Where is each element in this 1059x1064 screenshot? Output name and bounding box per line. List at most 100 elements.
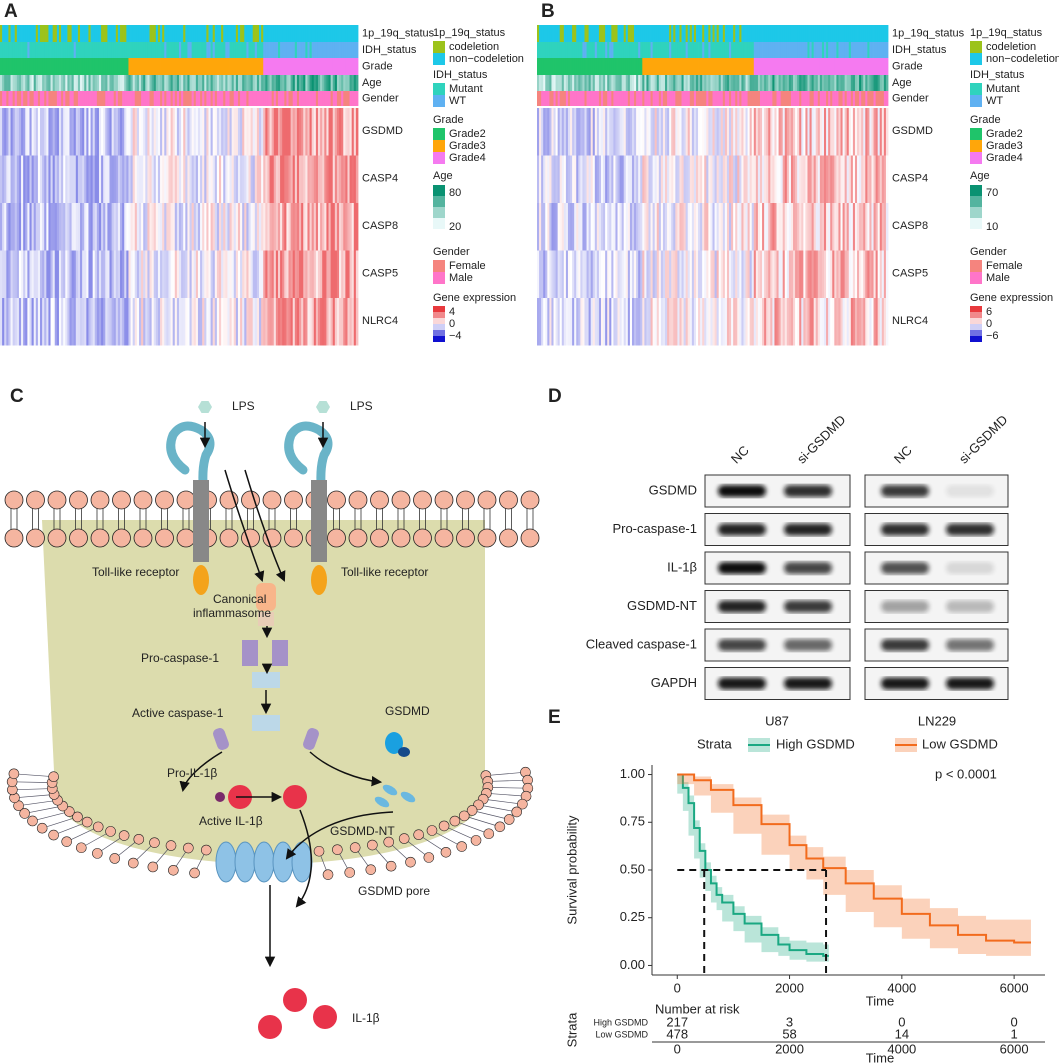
heatmap-cell xyxy=(10,298,14,346)
heatmap-cell xyxy=(347,108,350,156)
legend-swatch xyxy=(970,260,982,272)
annotation-cell xyxy=(774,25,777,42)
heatmap-cell xyxy=(567,155,571,203)
heatmap-cell xyxy=(646,203,649,251)
annotation-cell xyxy=(807,25,810,42)
heatmap-cell xyxy=(336,203,340,251)
annotation-cell xyxy=(648,58,651,75)
legend-swatch xyxy=(433,196,445,207)
annotation-cell xyxy=(130,25,134,42)
annotation-cell xyxy=(141,91,144,106)
legend-swatch xyxy=(433,207,445,218)
heatmap-cell xyxy=(252,108,256,156)
heatmap-cell xyxy=(117,155,121,203)
annotation-cell xyxy=(869,58,872,75)
annotation-cell xyxy=(166,25,169,42)
annotation-cell xyxy=(143,91,146,106)
annotation-cell xyxy=(267,58,270,75)
heatmap-cell xyxy=(551,203,554,251)
annotation-cell xyxy=(605,25,608,42)
heatmap-cell xyxy=(290,250,294,298)
annotation-cell xyxy=(242,58,245,75)
annotation-cell xyxy=(662,58,666,75)
annotation-cell xyxy=(294,42,298,58)
annotation-cell xyxy=(603,75,606,91)
annotation-cell xyxy=(592,42,596,58)
lipid-head xyxy=(262,490,282,510)
heatmap-cell xyxy=(214,298,218,346)
heatmap-cell xyxy=(838,250,841,298)
heatmap-cell xyxy=(311,155,315,203)
annotation-cell xyxy=(132,91,136,106)
annotation-cell xyxy=(601,42,604,58)
blot-row-label: Pro-caspase-1 xyxy=(612,521,697,536)
heatmap-cell xyxy=(848,203,852,251)
heatmap-cell xyxy=(65,298,68,346)
pore-subunit xyxy=(234,841,256,883)
annotation-cell xyxy=(90,75,94,91)
heatmap-cell xyxy=(547,108,550,156)
lipid-head xyxy=(165,840,177,851)
heatmap-cell xyxy=(183,298,186,346)
heatmap-cell xyxy=(250,108,254,156)
annotation-cell xyxy=(570,58,573,75)
annotation-cell xyxy=(559,75,563,91)
annotation-cell xyxy=(84,58,87,75)
annotation-cell xyxy=(345,25,348,42)
annotation-cell xyxy=(267,42,270,58)
blot-band xyxy=(881,639,929,651)
annotation-cell xyxy=(844,75,848,91)
heatmap-cell xyxy=(246,203,249,251)
annotation-cell xyxy=(280,42,283,58)
annotation-cell xyxy=(6,42,9,58)
annotation-cell xyxy=(873,42,877,58)
annotation-cell xyxy=(617,91,620,106)
annotation-cell xyxy=(290,25,294,42)
heatmap-cell xyxy=(743,155,746,203)
heatmap-cell xyxy=(642,298,645,346)
annotation-cell xyxy=(94,25,98,42)
legend-title: Grade xyxy=(970,114,1001,126)
annotation-cell xyxy=(96,75,100,91)
annotation-cell xyxy=(164,75,167,91)
heatmap-cell xyxy=(580,108,583,156)
lipid-head xyxy=(383,836,395,848)
annotation-cell xyxy=(698,42,701,58)
heatmap-cell xyxy=(227,108,230,156)
heatmap-cell xyxy=(850,155,854,203)
heatmap-cell xyxy=(4,155,7,203)
annotation-cell xyxy=(590,91,594,106)
annotation-cell xyxy=(768,58,771,75)
annotation-cell xyxy=(341,91,344,106)
heatmap-cell xyxy=(821,250,825,298)
heatmap-cell xyxy=(679,250,682,298)
annotation-cell xyxy=(652,58,656,75)
legend-title: 1p_19q_status xyxy=(433,27,506,39)
blot-band xyxy=(718,677,766,690)
heatmap-cell xyxy=(63,203,66,251)
heatmap-cell xyxy=(98,108,102,156)
heatmap-cell xyxy=(881,203,885,251)
heatmap-cell xyxy=(817,298,821,346)
annotation-cell xyxy=(313,58,317,75)
heatmap-cell xyxy=(145,298,148,346)
heatmap-cell xyxy=(712,250,715,298)
heatmap-cell xyxy=(71,203,75,251)
heatmap-cell xyxy=(237,108,241,156)
heatmap-cell xyxy=(813,203,817,251)
heatmap-cell xyxy=(271,298,275,346)
annotation-cell xyxy=(836,25,839,42)
heatmap-cell xyxy=(347,203,350,251)
annotation-cell xyxy=(170,25,174,42)
heatmap-cell xyxy=(292,250,296,298)
x-tick-label: 6000 xyxy=(1000,980,1029,995)
annotation-cell xyxy=(176,58,180,75)
heatmap-cell xyxy=(704,203,707,251)
annotation-cell xyxy=(138,91,142,106)
heatmap-cell xyxy=(625,108,629,156)
annotation-cell xyxy=(160,42,163,58)
heatmap-cell xyxy=(52,298,56,346)
y-axis-label: Survival probability xyxy=(564,815,579,925)
heatmap-cell xyxy=(292,298,296,346)
heatmap-cell xyxy=(755,108,759,156)
